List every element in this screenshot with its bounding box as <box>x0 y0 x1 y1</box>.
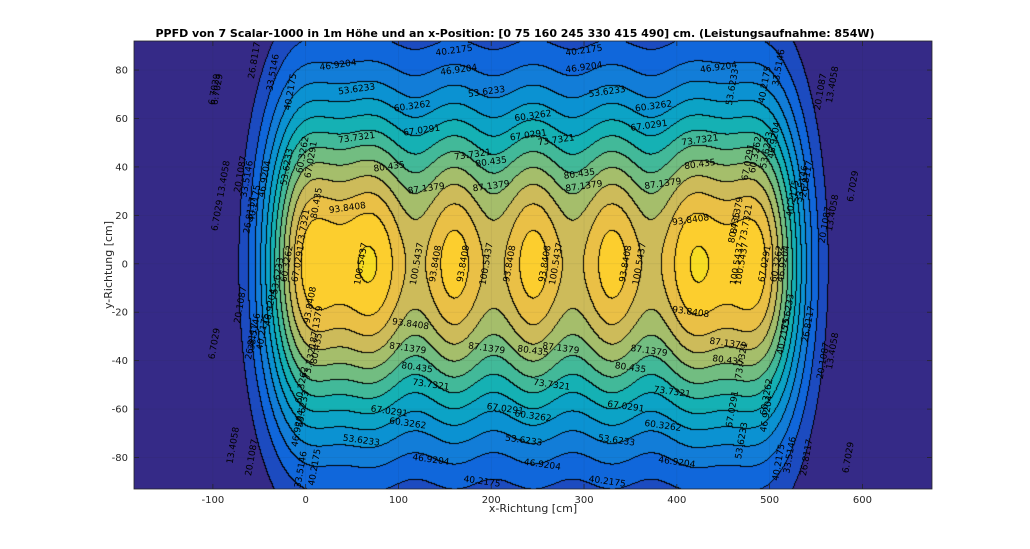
x-tick-label: 400 <box>667 495 686 506</box>
grid-lines <box>134 41 932 489</box>
y-tick-label: 0 <box>122 259 128 270</box>
x-tick-label: 100 <box>389 495 408 506</box>
axes-box <box>133 40 933 490</box>
x-tick-label: 200 <box>482 495 501 506</box>
contour-label: 80.435 <box>401 361 434 375</box>
contour-label: 80.435 <box>712 354 745 368</box>
y-tick-label: 40 <box>115 162 128 173</box>
x-tick-label: 0 <box>302 495 308 506</box>
contour-label: 80.435 <box>614 361 647 375</box>
y-tick-label: -80 <box>112 453 128 464</box>
contour-label: 80.435 <box>475 155 508 169</box>
contour-label: 40.2175 <box>588 475 626 490</box>
x-tick-label: 600 <box>853 495 872 506</box>
y-axis-label: y-Richtung [cm] <box>102 221 115 309</box>
x-tick-label: -100 <box>202 495 225 506</box>
axes: -100 0 100 200 300 400 500 600 -80 -60 -40 -20 0 20 40… <box>112 40 933 506</box>
contour-label: 80.435 <box>373 160 406 174</box>
y-tick-label: 20 <box>115 211 128 222</box>
contour-label: 80.435 <box>517 344 550 358</box>
y-tick-label: -40 <box>112 356 128 367</box>
x-tick-label: 500 <box>760 495 779 506</box>
y-tick-label: -60 <box>112 405 128 416</box>
contour-fill <box>134 41 932 489</box>
y-tick-label: -20 <box>112 308 128 319</box>
y-tick-label: 80 <box>115 66 128 77</box>
chart-title: PPFD von 7 Scalar-1000 in 1m Höhe und an… <box>155 27 874 40</box>
x-tick-label: 300 <box>574 495 593 506</box>
contour-label: 80.435 <box>684 158 717 172</box>
contour-label: 80.435 <box>563 168 596 182</box>
x-axis-label: x-Richtung [cm] <box>489 502 577 515</box>
y-tick-label: 60 <box>115 114 128 125</box>
